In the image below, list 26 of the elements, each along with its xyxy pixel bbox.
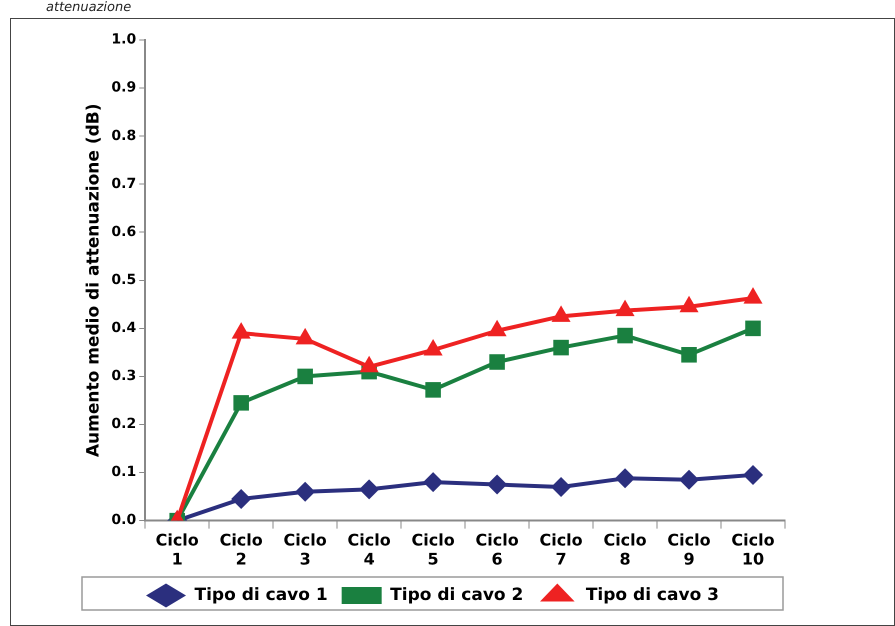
x-tick-label: Ciclo 2: [220, 530, 263, 569]
y-tick-label: 0.4: [111, 320, 136, 336]
legend-label: Tipo di cavo 2: [390, 584, 524, 605]
y-tick-label: 0.8: [111, 128, 136, 144]
x-tick-label: Ciclo 6: [475, 530, 519, 569]
x-tick-label: Ciclo 4: [348, 530, 391, 569]
y-tick-label: 0.6: [111, 224, 136, 240]
legend-label: Tipo di cavo 1: [194, 584, 328, 605]
y-tick-label: 0.1: [111, 464, 136, 480]
text: attenuazione: [46, 0, 132, 15]
x-tick-label: Ciclo 5: [412, 530, 455, 569]
x-tick-label: Ciclo 1: [156, 530, 199, 569]
y-tick-label: 0.7: [111, 176, 136, 192]
x-tick-label: Ciclo 7: [539, 530, 583, 569]
y-tick-label: 1.0: [111, 32, 136, 48]
x-tick-label: Ciclo 3: [284, 530, 327, 569]
x-tick-label: Ciclo 10: [731, 530, 775, 569]
y-tick-label: 0.3: [111, 368, 136, 384]
y-axis-title: Aumento medio di attenuazione (dB): [84, 103, 104, 458]
y-tick-label: 0.9: [111, 80, 136, 96]
y-tick-label: 0.2: [111, 416, 136, 432]
x-tick-label: Ciclo 8: [603, 530, 647, 569]
x-tick-label: Ciclo 9: [667, 530, 711, 569]
legend-label: Tipo di cavo 3: [586, 584, 719, 605]
y-tick-label: 0.5: [111, 272, 136, 288]
y-tick-label: 0.0: [111, 512, 136, 528]
